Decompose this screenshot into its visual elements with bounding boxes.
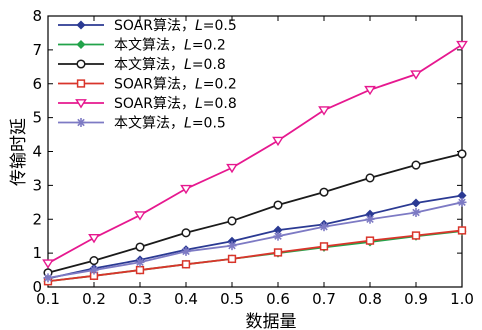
x-tick-label: 0.9 — [404, 290, 428, 308]
data-point — [88, 233, 100, 244]
y-tick-label: 5 — [32, 109, 42, 127]
data-point — [180, 184, 192, 195]
legend-item: 本文算法，L=0.2 — [58, 38, 226, 54]
legend-label: 本文算法，L=0.5 — [114, 116, 226, 132]
data-point — [227, 241, 237, 251]
data-point — [273, 248, 283, 257]
legend-marker — [76, 20, 86, 30]
data-point — [365, 214, 375, 224]
legend-item: SOAR算法，L=0.5 — [58, 18, 237, 34]
data-point — [457, 149, 467, 159]
data-point — [411, 231, 421, 240]
data-point — [273, 231, 283, 241]
series-5 — [42, 40, 468, 269]
legend-item: SOAR算法，L=0.2 — [58, 77, 237, 93]
x-tick-label: 0.4 — [174, 290, 198, 308]
data-point — [135, 257, 145, 267]
data-point — [42, 259, 54, 269]
x-tick-label: 0.3 — [128, 290, 152, 308]
data-point — [318, 106, 330, 116]
axes — [47, 15, 463, 288]
data-point — [365, 236, 375, 245]
y-tick-label: 4 — [32, 143, 42, 161]
x-tick-label: 0.8 — [358, 290, 382, 308]
data-point — [89, 256, 99, 266]
data-point — [134, 211, 146, 221]
legend-item: 本文算法，L=0.8 — [58, 57, 226, 73]
legend-item: 本文算法，L=0.5 — [58, 116, 226, 132]
series-line — [47, 44, 463, 265]
data-point — [457, 197, 467, 207]
y-tick-label: 0 — [32, 278, 42, 296]
series-line — [47, 194, 463, 280]
data-point — [227, 216, 237, 226]
data-point — [43, 273, 53, 283]
data-point — [457, 226, 467, 235]
y-tick-label: 3 — [32, 176, 42, 194]
data-point — [135, 242, 145, 252]
series-line — [47, 152, 463, 274]
legend-marker — [76, 79, 86, 88]
legend-marker — [75, 99, 87, 109]
y-tick-label: 8 — [32, 7, 42, 25]
data-point — [319, 187, 329, 197]
legend-label: 本文算法，L=0.2 — [114, 38, 226, 54]
data-point — [89, 265, 99, 275]
legend-marker — [76, 118, 86, 127]
data-point — [135, 265, 145, 275]
data-point — [319, 222, 329, 232]
plot-frame — [47, 15, 463, 288]
data-point — [319, 242, 329, 251]
data-point — [364, 85, 376, 96]
x-tick-label: 0.7 — [312, 290, 336, 308]
data-point — [272, 136, 284, 147]
series-layer — [42, 40, 468, 286]
data-point — [227, 254, 237, 264]
legend-label: SOAR算法，L=0.8 — [114, 96, 237, 112]
y-tick-label: 2 — [32, 210, 42, 228]
data-point — [411, 207, 421, 217]
data-point — [181, 246, 191, 256]
data-point — [181, 260, 191, 269]
data-point — [273, 200, 283, 210]
x-tick-label: 0.2 — [82, 290, 106, 308]
series-6 — [43, 197, 467, 283]
legend: SOAR算法，L=0.5 本文算法，L=0.2 本文算法，L=0.8 SOAR算法，L… — [58, 18, 237, 132]
x-tick-label: 0.5 — [220, 290, 244, 308]
legend-marker — [76, 59, 86, 69]
x-axis-title: 数据量 — [246, 312, 297, 330]
data-point — [411, 198, 421, 208]
data-point — [456, 40, 468, 51]
x-tick-label: 0.1 — [36, 290, 60, 308]
legend-label: 本文算法，L=0.8 — [114, 57, 226, 73]
series-3 — [43, 149, 467, 278]
legend-item: SOAR算法，L=0.8 — [58, 96, 237, 112]
data-point — [410, 70, 422, 80]
data-point — [365, 173, 375, 183]
y-tick-label: 1 — [32, 244, 42, 262]
legend-marker — [76, 39, 86, 50]
data-point — [226, 163, 238, 174]
series-line — [47, 201, 463, 279]
legend-label: SOAR算法，L=0.5 — [114, 18, 237, 34]
y-tick-label: 6 — [32, 75, 42, 93]
x-tick-label: 1.0 — [450, 290, 474, 308]
tick-labels: 0.1 0.2 0.3 0.4 0.5 0.6 0.7 0.8 0.9 1.0 0 1 2 3 4 5 6 7 8 — [32, 7, 473, 308]
series-line — [47, 229, 463, 283]
y-axis-title: 传输时延 — [9, 118, 29, 186]
legend-label: SOAR算法，L=0.2 — [114, 77, 237, 93]
data-point — [181, 228, 191, 238]
x-tick-label: 0.6 — [266, 290, 290, 308]
y-tick-label: 7 — [32, 41, 42, 59]
data-point — [411, 160, 421, 170]
